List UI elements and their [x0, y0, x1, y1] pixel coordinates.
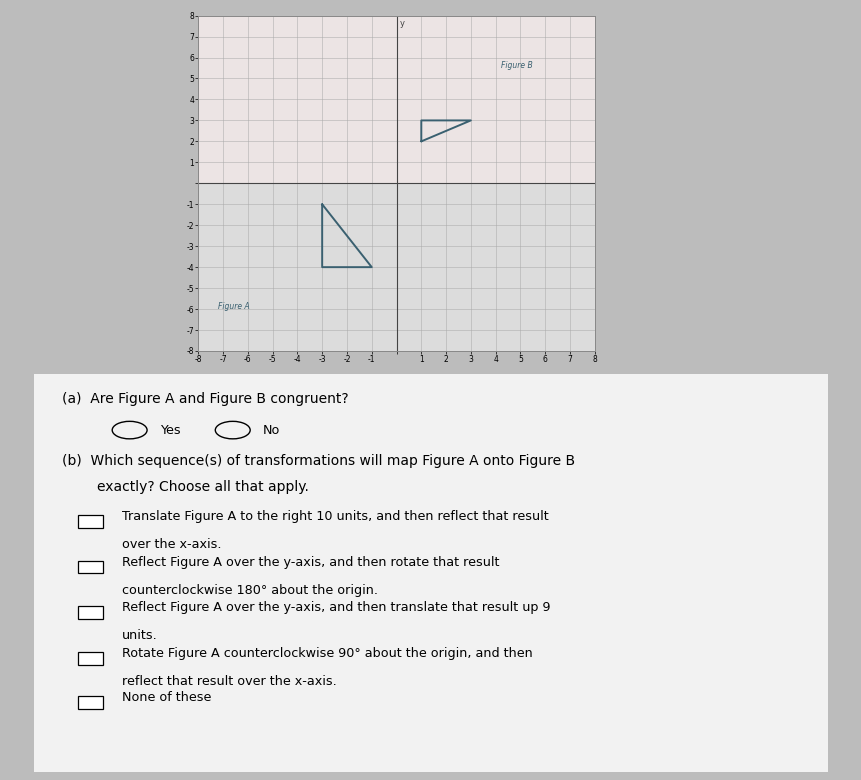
Text: over the x-axis.: over the x-axis.	[121, 537, 221, 551]
Text: Figure A: Figure A	[218, 302, 250, 311]
Text: (b)  Which sequence(s) of transformations will map Figure A onto Figure B: (b) Which sequence(s) of transformations…	[62, 454, 574, 468]
Text: Translate Figure A to the right 10 units, and then reflect that result: Translate Figure A to the right 10 units…	[121, 510, 548, 523]
Text: Yes: Yes	[159, 424, 180, 437]
Text: None of these: None of these	[121, 691, 211, 704]
Text: reflect that result over the x-axis.: reflect that result over the x-axis.	[121, 675, 336, 688]
Text: Rotate Figure A counterclockwise 90° about the origin, and then: Rotate Figure A counterclockwise 90° abo…	[121, 647, 532, 660]
Bar	[78, 696, 103, 708]
Text: counterclockwise 180° about the origin.: counterclockwise 180° about the origin.	[121, 583, 377, 597]
Text: Reflect Figure A over the y-axis, and then translate that result up 9: Reflect Figure A over the y-axis, and th…	[121, 601, 549, 615]
Bar	[78, 561, 103, 573]
Bar	[198, 16, 594, 183]
Text: No: No	[263, 424, 280, 437]
Bar	[78, 606, 103, 619]
Text: Figure B: Figure B	[500, 61, 532, 70]
FancyBboxPatch shape	[27, 370, 834, 776]
Text: exactly? Choose all that apply.: exactly? Choose all that apply.	[62, 480, 309, 494]
Bar	[78, 652, 103, 665]
Text: Reflect Figure A over the y-axis, and then rotate that result: Reflect Figure A over the y-axis, and th…	[121, 555, 499, 569]
Text: (a)  Are Figure A and Figure B congruent?: (a) Are Figure A and Figure B congruent?	[62, 392, 349, 406]
Text: units.: units.	[121, 629, 158, 642]
Text: y: y	[400, 19, 405, 28]
Bar	[78, 515, 103, 527]
